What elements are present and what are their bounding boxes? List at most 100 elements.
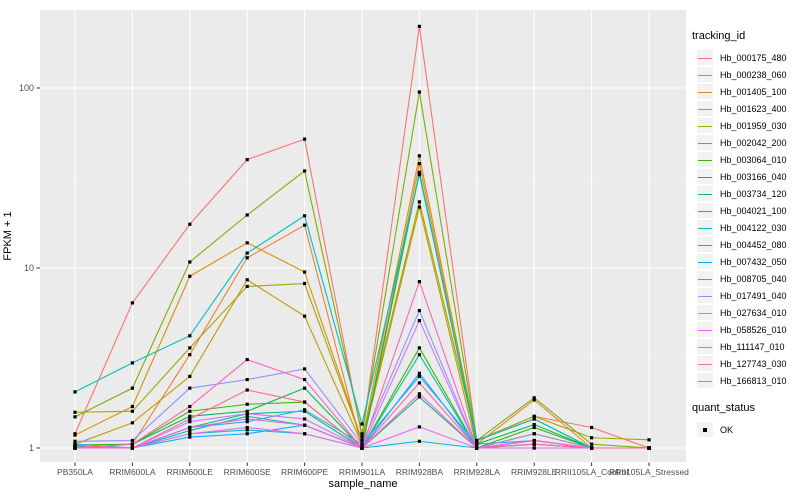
series-label: Hb_004122_030	[720, 222, 787, 233]
legend-item: Hb_058526_010	[692, 321, 798, 338]
x-tick-label: RRIM928LE	[511, 467, 558, 477]
data-point	[188, 334, 192, 338]
series-label: Hb_111147_010	[720, 341, 785, 352]
series-label: Hb_027634_010	[720, 307, 787, 318]
data-point	[245, 425, 249, 430]
legend-item: Hb_111147_010	[692, 338, 798, 355]
data-point	[417, 392, 421, 396]
data-point	[130, 409, 134, 413]
data-point	[590, 442, 594, 446]
data-point	[417, 381, 421, 385]
data-point	[475, 446, 479, 450]
series-color-swatch	[697, 67, 713, 82]
data-point	[245, 428, 249, 432]
series-line-icon	[698, 380, 712, 382]
data-point	[417, 173, 421, 177]
series-color-swatch	[697, 288, 713, 303]
series-line-icon	[698, 363, 712, 365]
data-point	[73, 433, 77, 437]
x-tick-label: RRII105LA_Control	[555, 467, 629, 477]
x-tick-label: RRIM928LA	[454, 467, 501, 477]
data-point	[188, 409, 192, 413]
data-point	[647, 438, 651, 442]
series-line-icon	[698, 278, 712, 280]
data-point	[188, 425, 192, 430]
data-point	[303, 169, 307, 173]
series-color-swatch	[697, 50, 713, 65]
data-point	[245, 278, 249, 282]
x-tick-label: RRIM928BA	[396, 467, 444, 477]
series-line-icon	[698, 74, 712, 76]
data-point	[303, 377, 307, 382]
data-point	[73, 410, 77, 414]
legend-title: tracking_id	[692, 30, 746, 42]
series-line-icon	[698, 312, 712, 314]
series-label: Hb_166813_010	[720, 375, 787, 386]
data-point	[245, 241, 249, 245]
legend-item: Hb_002042_200	[692, 134, 798, 151]
data-point	[188, 274, 192, 278]
x-tick-label: RRIM600LE	[167, 467, 214, 477]
series-label: Hb_007432_050	[720, 256, 787, 267]
data-point	[417, 154, 421, 158]
series-color-swatch	[697, 237, 713, 252]
data-point	[303, 408, 307, 412]
data-point	[532, 425, 536, 430]
series-line-icon	[698, 346, 712, 348]
series-label: Hb_127743_030	[720, 358, 787, 369]
series-line-icon	[698, 210, 712, 212]
data-point	[245, 357, 249, 362]
data-point	[245, 284, 249, 289]
series-label: Hb_001623_400	[720, 103, 787, 114]
series-label: Hb_004021_100	[720, 205, 787, 216]
data-point	[245, 377, 249, 382]
quant-status-legend: quant_status OK	[692, 402, 798, 438]
data-point	[303, 214, 307, 218]
series-line-icon	[698, 261, 712, 263]
ok-point-key	[697, 422, 713, 437]
data-point	[532, 446, 536, 450]
data-point	[417, 24, 421, 28]
series-label: Hb_003734_120	[720, 188, 787, 199]
y-tick-label: 100	[19, 83, 34, 93]
data-point	[130, 361, 134, 365]
series-label: Hb_000238_060	[720, 69, 787, 80]
square-point-icon	[703, 427, 707, 432]
data-point	[417, 200, 421, 204]
data-point	[417, 308, 421, 313]
series-line-icon	[698, 142, 712, 144]
data-point	[532, 414, 536, 418]
series-color-swatch	[697, 356, 713, 371]
data-point	[303, 417, 307, 421]
legend-item: Hb_004122_030	[692, 219, 798, 236]
series-color-swatch	[697, 203, 713, 218]
panel-content	[40, 10, 686, 462]
data-point	[188, 432, 192, 436]
data-point	[360, 446, 364, 450]
data-point	[360, 442, 364, 446]
legend-item: Hb_127743_030	[692, 355, 798, 372]
data-point	[417, 439, 421, 443]
data-point	[532, 398, 536, 402]
data-point	[303, 400, 307, 404]
y-tick-label: 1	[29, 443, 34, 453]
data-point	[245, 251, 249, 255]
series-color-swatch	[697, 305, 713, 320]
series-line-icon	[698, 125, 712, 127]
x-tick-label: RRIM901LA	[339, 467, 386, 477]
data-point	[303, 432, 307, 436]
series-label: Hb_000175_480	[720, 52, 787, 63]
legend-item: Hb_001959_030	[692, 117, 798, 134]
series-line-icon	[698, 91, 712, 93]
data-point	[417, 374, 421, 378]
data-point	[245, 420, 249, 424]
series-label: Hb_004452_080	[720, 239, 787, 250]
series-line-icon	[698, 57, 712, 59]
legend-item: Hb_000238_060	[692, 66, 798, 83]
series-color-swatch	[697, 322, 713, 337]
data-point	[245, 256, 249, 260]
series-label: Hb_058526_010	[720, 324, 787, 335]
legend-item: Hb_166813_010	[692, 372, 798, 389]
legend-items: Hb_000175_480 Hb_000238_060 Hb_001405_100 H…	[692, 49, 798, 389]
